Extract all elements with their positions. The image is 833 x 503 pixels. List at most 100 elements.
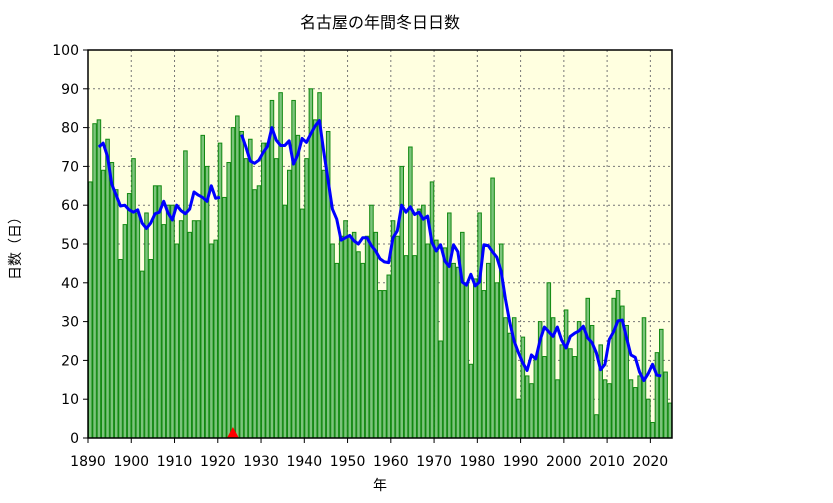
y-tick-label: 0 <box>70 431 79 447</box>
bar-1983 <box>490 177 495 439</box>
bar-1932 <box>269 99 275 439</box>
bar-1979 <box>473 278 478 439</box>
bar-1990 <box>520 336 526 439</box>
bar-1969 <box>429 181 435 439</box>
y-tick-label: 10 <box>61 392 79 408</box>
bar-1943 <box>317 92 322 439</box>
bar-1927 <box>248 138 253 439</box>
bar-1899 <box>126 193 132 439</box>
y-tick-label: 100 <box>52 43 79 59</box>
bar-1976 <box>460 231 465 439</box>
x-tick-label: 1930 <box>243 454 279 470</box>
bar-1911 <box>178 220 184 439</box>
bar-1989 <box>516 398 521 439</box>
bar-1921 <box>222 196 227 439</box>
x-tick-label: 1900 <box>113 454 149 470</box>
bar-2008 <box>598 344 603 439</box>
y-tick-label: 70 <box>61 159 79 175</box>
bar-1942 <box>312 119 318 439</box>
y-tick-label: 60 <box>61 198 79 214</box>
marker-triangle-icon <box>226 427 239 438</box>
bar-1905 <box>152 185 158 439</box>
bar-1928 <box>252 189 257 439</box>
bar-1929 <box>256 185 262 439</box>
y-tick-label: 80 <box>61 121 79 137</box>
axis-ticks: 0 10 20 30 40 50 60 70 80 90 100 1890 1900 1910 1920 19… <box>52 43 668 470</box>
bar-1944 <box>321 169 327 439</box>
bar-1981 <box>481 290 487 439</box>
bar-1960 <box>390 220 396 439</box>
x-tick-label: 1970 <box>416 454 452 470</box>
bar-1964 <box>408 146 413 439</box>
bar-1987 <box>507 332 513 439</box>
bar-1963 <box>403 255 409 439</box>
bar-2017 <box>637 375 642 439</box>
bar-1996 <box>546 282 552 439</box>
moving-average-segment-1 <box>97 141 221 230</box>
moving-average-segment-2 <box>240 119 662 383</box>
y-tick-label: 40 <box>61 276 79 292</box>
bar-1946 <box>330 243 335 439</box>
bar-1968 <box>425 243 430 439</box>
bar-1936 <box>286 169 292 439</box>
bar-1999 <box>559 344 565 439</box>
bar-2016 <box>633 387 638 439</box>
x-axis-label: 年 <box>373 478 387 494</box>
x-tick-label: 2020 <box>633 454 669 470</box>
bar-1924 <box>235 115 240 439</box>
x-tick-label: 2010 <box>589 454 625 470</box>
bar-1998 <box>555 379 560 439</box>
bar-1900 <box>131 158 136 439</box>
bar-1954 <box>364 235 370 439</box>
bar-1975 <box>455 266 461 439</box>
bar-2005 <box>585 297 591 439</box>
bar-2015 <box>628 379 634 439</box>
y-tick-label: 50 <box>61 237 79 253</box>
bar-1980 <box>477 212 482 439</box>
bar-1916 <box>200 134 206 439</box>
bar-1959 <box>386 274 392 439</box>
bar-2012 <box>615 290 621 439</box>
x-tick-label: 1990 <box>503 454 539 470</box>
bar-1957 <box>377 290 383 439</box>
bar-1978 <box>468 363 474 439</box>
bar-1940 <box>304 158 309 439</box>
bar-1967 <box>421 204 426 439</box>
bar-1973 <box>447 212 452 439</box>
bar-1972 <box>442 247 448 439</box>
bar-1955 <box>369 204 374 439</box>
bar-1897 <box>118 259 123 439</box>
bar-1896 <box>113 189 119 439</box>
bar-1953 <box>360 262 366 439</box>
x-tick-label: 1890 <box>70 454 106 470</box>
bar-1906 <box>157 185 162 439</box>
bar-2000 <box>563 309 569 439</box>
bar-1949 <box>343 220 348 439</box>
bar-1909 <box>170 204 175 439</box>
y-axis-label: 日数（日） <box>8 210 24 280</box>
bar-1948 <box>338 235 344 439</box>
bar-1901 <box>135 212 141 439</box>
markers <box>226 427 239 438</box>
bar-1895 <box>109 162 115 439</box>
bar-1890 <box>88 181 93 439</box>
bar-1903 <box>144 212 149 439</box>
bar-2009 <box>602 379 608 439</box>
bar-2004 <box>581 328 586 439</box>
bar-1984 <box>494 282 500 439</box>
bar-1908 <box>165 204 171 439</box>
bar-1991 <box>524 375 530 439</box>
bar-1986 <box>503 317 508 439</box>
bar-1995 <box>542 356 547 439</box>
bar-1965 <box>412 255 417 439</box>
bar-1958 <box>382 290 387 439</box>
bar-1919 <box>213 239 218 439</box>
chart-title: 名古屋の年間冬日日数 <box>300 13 460 32</box>
bar-2002 <box>572 356 578 439</box>
bar-1993 <box>533 356 539 439</box>
bar-1938 <box>295 134 301 439</box>
x-tick-label: 1950 <box>330 454 366 470</box>
bar-1904 <box>148 259 154 439</box>
bar-2010 <box>607 383 612 439</box>
bar-1951 <box>351 231 357 439</box>
